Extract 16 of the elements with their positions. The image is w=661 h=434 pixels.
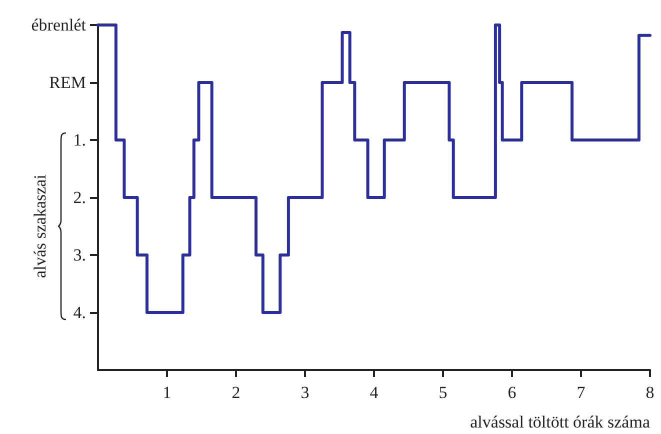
x-tick-label: 1 [162, 383, 172, 402]
y-tick-label: 4. [73, 303, 86, 322]
y-tick-label: ébrenlét [31, 16, 86, 34]
y-tick-label: 3. [73, 246, 86, 264]
x-tick-label: 5 [438, 383, 448, 402]
x-tick-label: 4 [370, 383, 379, 402]
x-tick-label: 8 [646, 383, 654, 402]
y-tick-label: 1. [73, 130, 86, 150]
y-tick-label: REM [49, 73, 86, 92]
x-tick-label: 3 [300, 383, 310, 402]
y-axis-title: alvás szakaszai [30, 174, 50, 278]
x-tick-label: 6 [508, 383, 516, 402]
x-tick-label: 7 [576, 383, 586, 402]
x-tick-label: 2 [232, 383, 240, 402]
x-axis-title: alvással töltött órák száma [470, 412, 650, 432]
y-tick-label: 2. [73, 188, 86, 207]
